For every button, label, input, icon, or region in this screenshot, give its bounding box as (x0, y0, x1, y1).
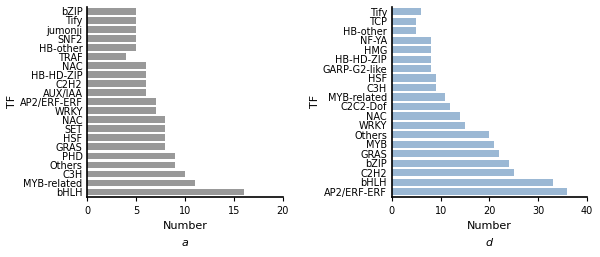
Bar (392, 103, 451, 110)
Bar (88, 116, 166, 123)
Bar (88, 17, 136, 24)
Y-axis label: TF: TF (310, 95, 320, 108)
Bar (392, 36, 431, 44)
Bar (392, 169, 514, 176)
Bar (392, 18, 416, 25)
Text: d: d (486, 238, 493, 248)
Bar (88, 35, 136, 42)
Bar (392, 84, 436, 91)
Bar (88, 8, 136, 15)
Bar (392, 141, 494, 148)
Bar (392, 179, 553, 186)
Bar (392, 112, 460, 120)
Bar (392, 27, 416, 34)
Bar (392, 131, 490, 139)
Bar (88, 134, 166, 141)
Text: a: a (182, 238, 188, 248)
Bar (88, 71, 146, 78)
Bar (392, 56, 431, 63)
Bar (88, 107, 156, 114)
Bar (392, 150, 499, 158)
Bar (88, 53, 127, 60)
Bar (88, 189, 244, 195)
Bar (392, 65, 431, 72)
Bar (392, 160, 509, 167)
Bar (392, 122, 465, 129)
Y-axis label: TF: TF (7, 95, 17, 108)
Bar (392, 94, 445, 100)
Bar (88, 89, 146, 96)
Bar (392, 188, 568, 195)
Bar (88, 44, 136, 51)
Bar (88, 162, 175, 168)
Bar (392, 46, 431, 53)
Bar (88, 180, 195, 186)
Bar (88, 152, 175, 159)
Bar (88, 98, 156, 105)
X-axis label: Number: Number (467, 221, 512, 231)
Bar (88, 26, 136, 33)
Bar (392, 8, 421, 15)
Bar (88, 125, 166, 132)
Bar (392, 75, 436, 81)
Bar (88, 171, 185, 177)
Bar (88, 143, 166, 150)
Bar (88, 80, 146, 87)
X-axis label: Number: Number (163, 221, 208, 231)
Bar (88, 62, 146, 69)
